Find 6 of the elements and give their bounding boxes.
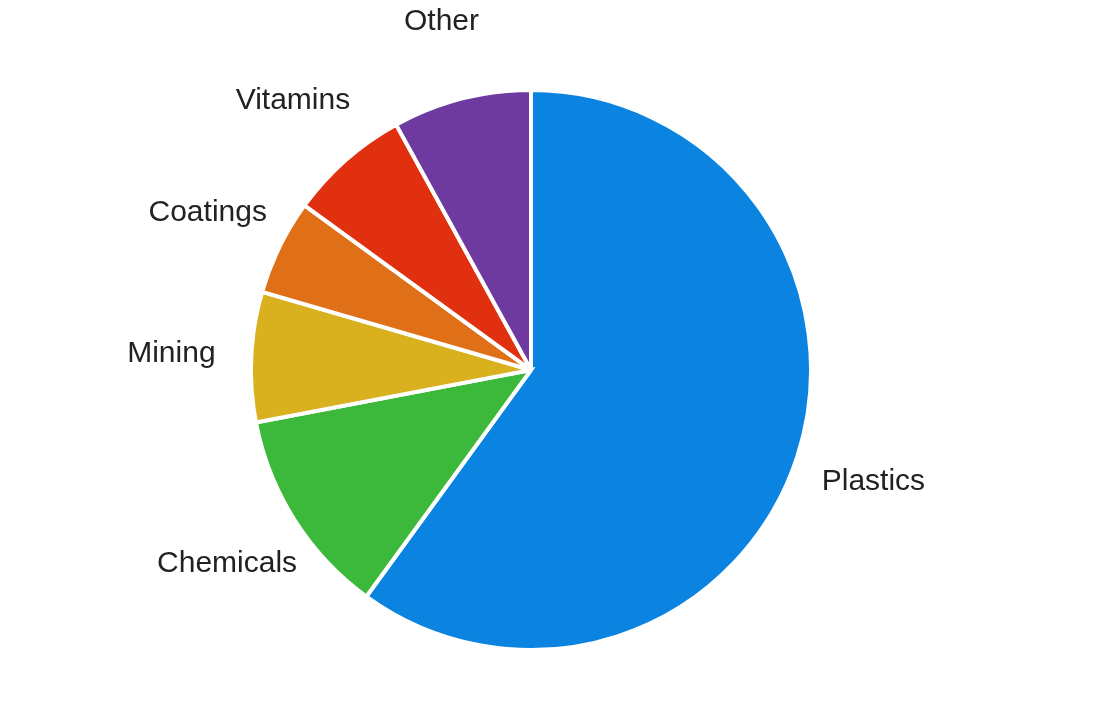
slice-label: Mining <box>127 335 216 369</box>
slice-label: Coatings <box>148 193 267 227</box>
slice-label: Other <box>403 3 479 37</box>
slice-label: Vitamins <box>235 81 351 115</box>
slice-label: Chemicals <box>157 544 298 578</box>
slice-label: Plastics <box>821 463 926 497</box>
